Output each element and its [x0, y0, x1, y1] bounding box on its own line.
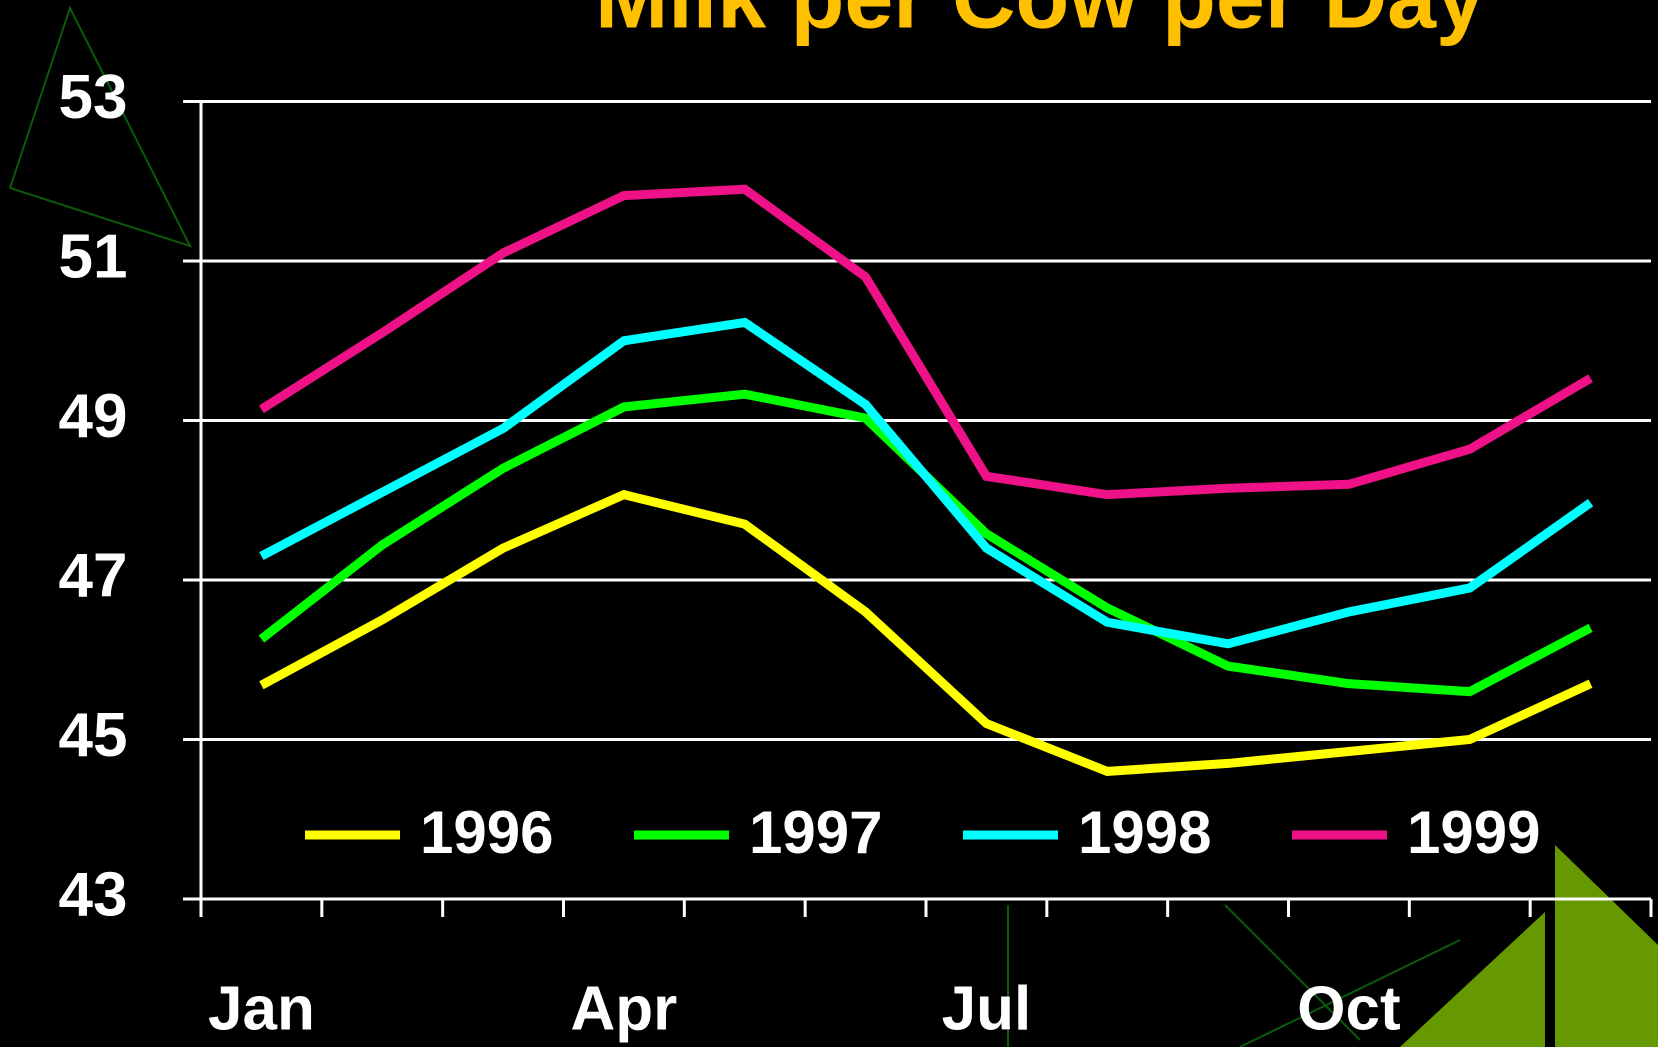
- series-line: [261, 495, 1590, 772]
- page: {"chart_data": {"type": "line", "title":…: [0, 0, 1658, 1047]
- y-tick-label: 51: [59, 222, 128, 291]
- legend-label: 1998: [1078, 799, 1211, 866]
- legend-label: 1999: [1407, 799, 1540, 866]
- y-tick-label: 49: [59, 382, 128, 451]
- x-tick-label: Jul: [942, 974, 1032, 1043]
- legend-label: 1996: [420, 799, 553, 866]
- chart-title: Milk per Cow per Day: [595, 0, 1485, 46]
- x-tick-label: Apr: [571, 974, 678, 1043]
- decoration: [10, 8, 1460, 1047]
- legend-label: 1997: [749, 799, 882, 866]
- y-tick-label: 43: [59, 860, 128, 929]
- series-line: [261, 394, 1590, 691]
- chart: Milk per Cow per Day 43 45 47 49 51 53 Jan Apr J…: [0, 0, 1658, 1047]
- y-tick-label: 45: [59, 701, 128, 770]
- y-tick-label: 53: [59, 63, 128, 132]
- x-tick-label: Jan: [208, 974, 315, 1043]
- decor-shape: [1400, 912, 1545, 1047]
- y-tick-label: 47: [59, 541, 128, 610]
- decor-shape: [1555, 845, 1658, 1047]
- x-tick-label: Oct: [1297, 974, 1400, 1043]
